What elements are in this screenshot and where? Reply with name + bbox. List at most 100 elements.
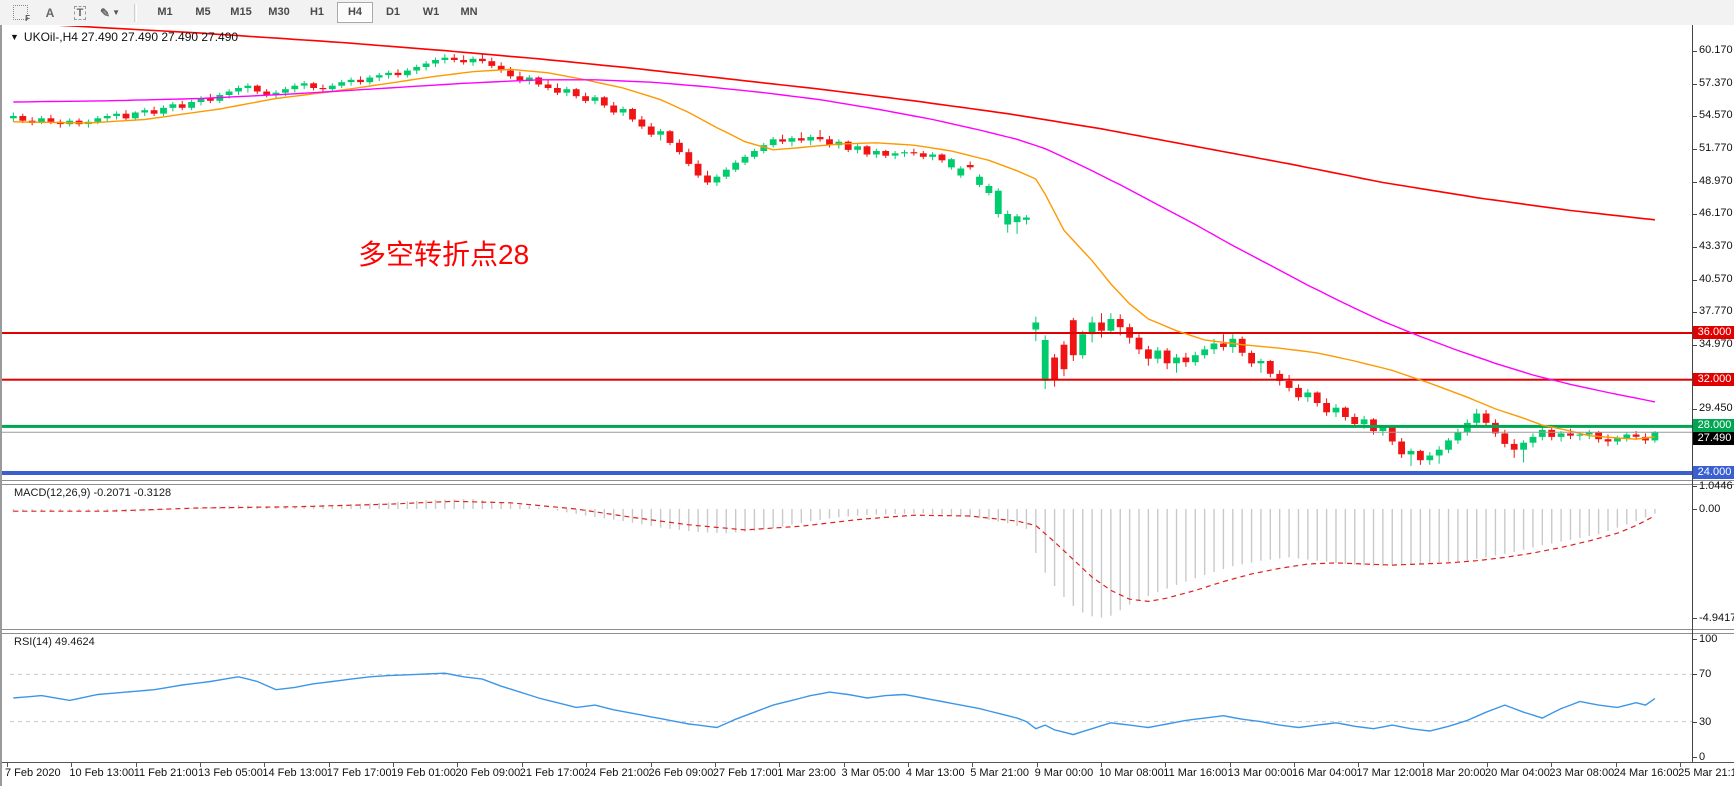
time-axis-label: 11 Feb 21:00 — [133, 767, 198, 779]
candle — [1632, 434, 1640, 437]
price-axis-border — [1692, 25, 1693, 762]
candle — [1285, 380, 1293, 388]
candle — [1332, 407, 1340, 413]
candle — [929, 154, 936, 157]
time-tick-mark — [779, 763, 781, 767]
candle — [244, 85, 252, 88]
candle — [516, 76, 524, 81]
price-tick-mark — [1692, 83, 1697, 85]
candle — [535, 77, 543, 85]
candle — [882, 151, 890, 156]
chart-text-annotation[interactable]: 多空转折点28 — [358, 239, 530, 270]
text-box-icon[interactable]: T — [70, 4, 90, 22]
templates-grid-icon[interactable]: F — [10, 4, 30, 23]
candle — [563, 89, 571, 93]
candle — [207, 98, 214, 101]
time-tick-mark — [135, 763, 137, 767]
candle — [1520, 442, 1527, 450]
rsi-panel[interactable] — [2, 632, 1692, 761]
timeframe-button-d1[interactable]: D1 — [385, 6, 401, 18]
candle — [1614, 438, 1621, 442]
time-axis-label: 26 Feb 09:00 — [648, 767, 714, 779]
candle — [1238, 338, 1246, 353]
timeframe-button-m30[interactable]: M30 — [268, 6, 290, 18]
candle — [816, 137, 824, 140]
candle — [1576, 434, 1584, 436]
symbol-ohlc-title: UKOil-,H4 27.490 27.490 27.490 27.490 — [23, 30, 239, 44]
candle — [544, 84, 552, 88]
candle — [94, 118, 102, 122]
price-tick-mark — [1692, 51, 1697, 52]
candle — [253, 85, 261, 92]
candle — [1051, 357, 1058, 380]
price-tick-mark — [1692, 409, 1697, 411]
candle — [10, 116, 17, 119]
time-tick-mark — [1422, 763, 1424, 767]
candle — [676, 142, 683, 153]
candle — [385, 72, 392, 76]
symbol-dropdown-icon[interactable]: ▼ — [10, 32, 19, 42]
price-tick-mark — [1692, 214, 1697, 216]
price-tick-label: 46.170 — [1699, 207, 1733, 220]
candle — [807, 137, 815, 141]
time-axis-label: 17 Feb 17:00 — [326, 767, 392, 779]
price-level-tag-24.000: 24.000 — [1693, 466, 1734, 480]
panel-separator[interactable] — [2, 629, 1734, 634]
time-axis-label: 25 Mar 21:15 — [1678, 767, 1734, 779]
timeframe-button-mn[interactable]: MN — [460, 6, 478, 18]
candle — [966, 165, 974, 168]
candle — [722, 169, 730, 177]
candle — [1107, 319, 1115, 331]
panel-separator[interactable] — [2, 480, 1734, 485]
candle — [525, 77, 533, 81]
hline-24[interactable] — [2, 471, 1692, 475]
candle — [188, 102, 195, 108]
candle — [38, 118, 45, 123]
chart-window[interactable]: ▼ UKOil-,H4 27.490 27.490 27.490 27.490 … — [0, 25, 1734, 786]
timeframe-button-h1[interactable]: H1 — [309, 6, 325, 18]
hline-32[interactable] — [2, 378, 1692, 381]
hline-28[interactable] — [2, 424, 1692, 428]
candle — [169, 104, 177, 108]
timeframe-button-m1[interactable]: M1 — [157, 6, 173, 18]
candle — [1398, 441, 1405, 455]
rsi-axis-label: 30 — [1699, 715, 1712, 728]
price-tick-mark — [1692, 149, 1697, 150]
draw-tools-icon[interactable]: ✎ ▼ — [100, 5, 120, 20]
candle — [1651, 432, 1659, 441]
candle — [319, 88, 327, 90]
candle — [1351, 417, 1359, 424]
time-axis-label: 13 Mar 00:00 — [1227, 767, 1293, 779]
timeframe-button-m15[interactable]: M15 — [230, 6, 252, 18]
chart-title: ▼ UKOil-,H4 27.490 27.490 27.490 27.490 — [10, 30, 238, 44]
timeframe-button-h4[interactable]: H4 — [337, 2, 373, 23]
candle — [1060, 344, 1068, 370]
candle — [741, 156, 749, 163]
candle — [1182, 357, 1190, 363]
macd-panel[interactable] — [2, 483, 1692, 629]
candle — [1454, 432, 1462, 441]
time-tick-mark — [264, 763, 266, 767]
candle — [1388, 427, 1396, 442]
price-tick-label: 37.770 — [1699, 305, 1733, 318]
time-axis-label: 9 Mar 00:00 — [1034, 767, 1094, 779]
candle — [1473, 413, 1481, 423]
time-axis[interactable]: 7 Feb 2020 10 Feb 13:00 11 Feb 21:00 13 Feb… — [2, 762, 1734, 786]
candle — [357, 79, 364, 83]
rsi-tick-mark — [1692, 757, 1697, 758]
candle — [122, 113, 130, 119]
candle — [797, 138, 805, 141]
toolbar: F A T ✎ ▼ M1 M5 M15 M30 H1 H4 D1 W1 MN — [0, 0, 1734, 26]
candle — [1407, 450, 1415, 455]
time-tick-mark — [650, 763, 652, 767]
timeframe-button-w1[interactable]: W1 — [422, 6, 440, 18]
candle — [1013, 216, 1021, 223]
main-price-chart[interactable] — [2, 26, 1692, 480]
time-tick-mark — [521, 763, 523, 767]
text-label-icon[interactable]: A — [45, 5, 55, 20]
candle — [891, 153, 899, 156]
hline-36[interactable] — [2, 332, 1692, 334]
timeframe-button-m5[interactable]: M5 — [195, 6, 211, 18]
candle — [647, 126, 655, 135]
candle — [976, 176, 983, 185]
